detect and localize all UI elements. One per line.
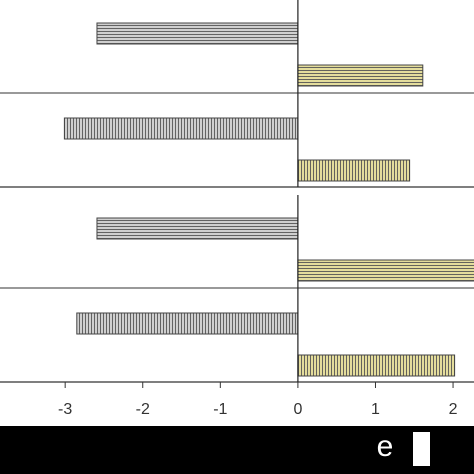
bar [96, 217, 299, 240]
bar [297, 354, 456, 377]
legend-band [0, 426, 474, 474]
bar [76, 312, 299, 335]
x-tick-label: -3 [58, 401, 72, 418]
x-tick-label: 1 [371, 401, 380, 418]
bar [297, 259, 474, 282]
bar [297, 159, 411, 182]
bar [297, 64, 424, 87]
legend-text: e [377, 430, 394, 463]
x-tick-label: -2 [136, 401, 150, 418]
x-tick-label: 2 [449, 401, 458, 418]
legend-swatch [413, 432, 430, 466]
bar [63, 117, 299, 140]
bar [96, 22, 299, 45]
x-tick-label: 0 [293, 401, 302, 418]
x-tick-label: -1 [213, 401, 227, 418]
